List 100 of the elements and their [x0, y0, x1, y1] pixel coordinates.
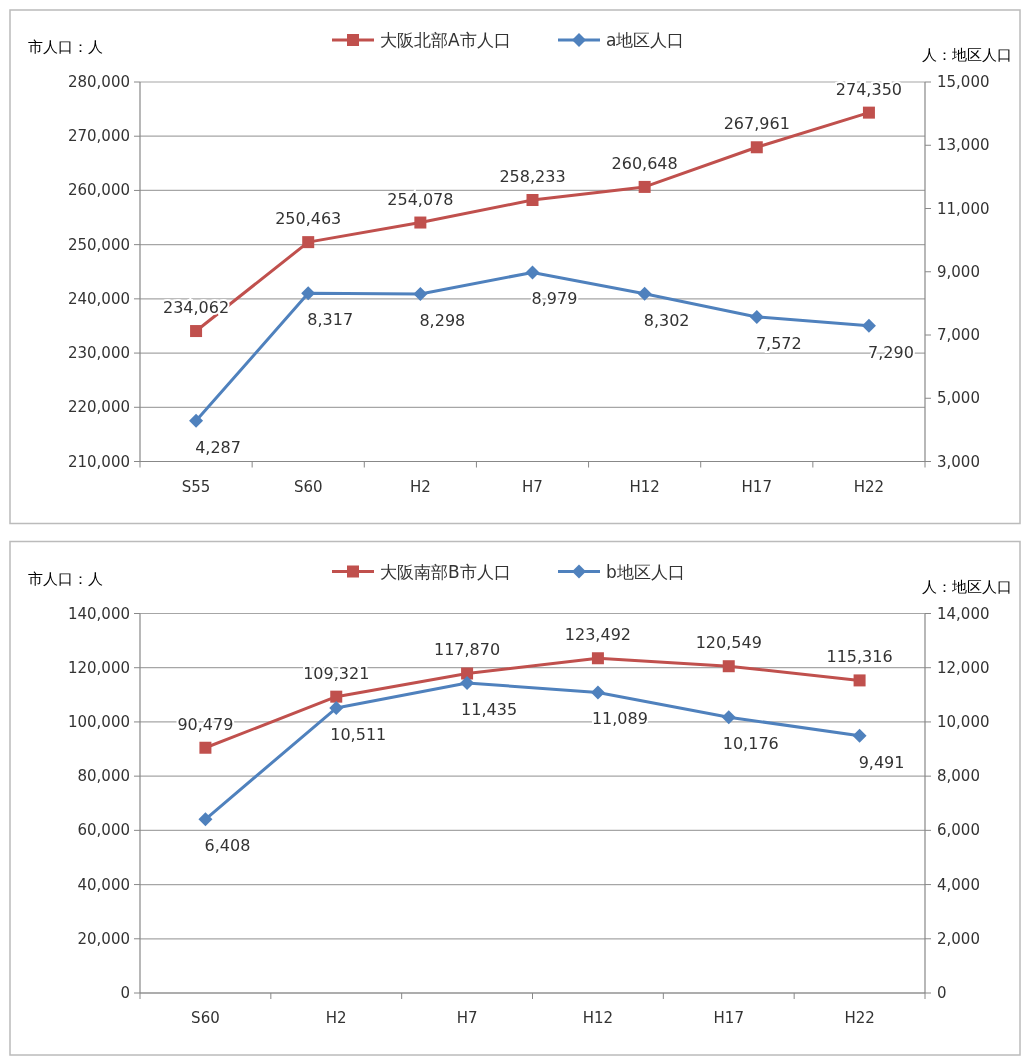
y-tick-label: 20,000 — [77, 929, 130, 948]
data-label: 250,463 — [275, 209, 342, 229]
point — [722, 660, 735, 673]
point — [861, 318, 876, 333]
point — [413, 286, 428, 301]
data-label: 6,408 — [204, 836, 251, 856]
y2-tick-label: 2,000 — [937, 929, 980, 948]
point — [862, 106, 875, 119]
y2-tick-label: 3,000 — [937, 452, 980, 471]
y-tick-label: 40,000 — [77, 875, 130, 894]
data-label: 9,491 — [858, 752, 905, 772]
data-label: 258,233 — [499, 167, 566, 187]
point — [461, 667, 474, 680]
y-axis-title: 市人口：人 — [28, 38, 103, 56]
y2-axis-title: 人：地区人口 — [922, 46, 1012, 64]
y2-tick-label: 5,000 — [937, 389, 980, 408]
y-tick-label: 230,000 — [67, 344, 130, 363]
y2-tick-label: 4,000 — [937, 875, 980, 894]
data-label: 115,316 — [826, 647, 893, 667]
data-label: 90,479 — [177, 714, 234, 734]
y-tick-label: 0 — [120, 984, 130, 1002]
data-label: 7,290 — [868, 342, 914, 362]
point — [460, 676, 475, 691]
y2-tick-label: 10,000 — [937, 712, 990, 731]
data-label: 7,572 — [755, 333, 802, 353]
data-label: 10,511 — [330, 725, 387, 745]
x-tick-label: H17 — [713, 1009, 744, 1027]
point — [330, 690, 343, 703]
y-tick-label: 140,000 — [67, 604, 130, 623]
x-tick-label: S55 — [181, 477, 211, 496]
y-tick-label: 280,000 — [67, 73, 130, 91]
x-tick-label: H7 — [456, 1009, 478, 1027]
point — [526, 194, 539, 207]
y2-tick-label: 11,000 — [937, 199, 990, 218]
point — [199, 741, 212, 754]
point — [525, 265, 540, 280]
data-label: 123,492 — [564, 625, 631, 645]
data-label: 274,350 — [835, 79, 903, 99]
y-tick-label: 220,000 — [67, 398, 130, 417]
y2-tick-label: 15,000 — [937, 73, 990, 91]
point — [301, 286, 316, 301]
data-label: 260,648 — [611, 153, 678, 173]
y-tick-label: 120,000 — [67, 658, 130, 677]
data-label: 8,298 — [419, 310, 466, 330]
y2-tick-label: 14,000 — [937, 604, 990, 623]
x-tick-label: H22 — [844, 1009, 875, 1027]
x-tick-label: H7 — [522, 477, 543, 496]
data-label: 254,078 — [387, 189, 454, 209]
point — [190, 325, 203, 338]
y2-tick-label: 8,000 — [937, 767, 980, 786]
point — [749, 309, 764, 324]
point — [750, 141, 763, 154]
y2-tick-label: 12,000 — [937, 658, 990, 677]
legend-label: a地区人口 — [606, 30, 685, 50]
y2-tick-label: 7,000 — [937, 326, 980, 344]
data-label: 11,089 — [591, 709, 648, 729]
y-tick-label: 240,000 — [67, 289, 130, 308]
point — [591, 652, 604, 665]
y-axis-title: 市人口：人 — [28, 569, 103, 588]
data-label: 4,287 — [195, 437, 241, 457]
data-label: 10,176 — [722, 734, 779, 754]
point — [198, 812, 213, 827]
y2-tick-label: 9,000 — [937, 262, 980, 281]
y-tick-label: 80,000 — [77, 767, 130, 786]
x-tick-label: H12 — [582, 1009, 614, 1027]
y-tick-label: 250,000 — [67, 235, 130, 254]
data-label: 117,870 — [434, 640, 501, 660]
y2-tick-label: 6,000 — [937, 821, 980, 840]
x-tick-label: S60 — [293, 477, 323, 496]
legend-label: b地区人口 — [606, 561, 685, 582]
point — [302, 236, 315, 249]
point — [414, 216, 427, 229]
y-tick-label: 100,000 — [67, 712, 130, 731]
data-label: 120,549 — [695, 633, 762, 653]
point — [590, 685, 605, 700]
y-tick-label: 260,000 — [67, 181, 130, 200]
data-label: 8,302 — [643, 310, 690, 330]
point — [189, 413, 204, 428]
y2-axis-title: 人：地区人口 — [922, 577, 1012, 596]
data-label: 8,317 — [307, 310, 354, 330]
y-tick-label: 210,000 — [67, 452, 130, 471]
data-label: 109,321 — [303, 663, 370, 683]
x-tick-label: H2 — [325, 1009, 347, 1027]
x-tick-label: H17 — [741, 477, 772, 496]
x-tick-label: H12 — [629, 477, 660, 496]
y2-tick-label: 0 — [937, 984, 947, 1002]
x-tick-label: H2 — [409, 477, 431, 496]
y2-tick-label: 13,000 — [937, 136, 990, 155]
y-tick-label: 270,000 — [67, 127, 130, 146]
point — [721, 710, 736, 725]
data-label: 11,435 — [461, 700, 518, 720]
point — [853, 674, 866, 687]
legend-label: 大阪北部A市人口 — [380, 30, 511, 50]
point — [638, 180, 651, 193]
data-label: 8,979 — [531, 289, 578, 309]
x-tick-label: S60 — [191, 1009, 220, 1027]
y-tick-label: 60,000 — [77, 821, 130, 840]
point — [329, 701, 344, 716]
x-tick-label: H22 — [853, 477, 885, 496]
legend-label: 大阪南部B市人口 — [380, 561, 511, 582]
